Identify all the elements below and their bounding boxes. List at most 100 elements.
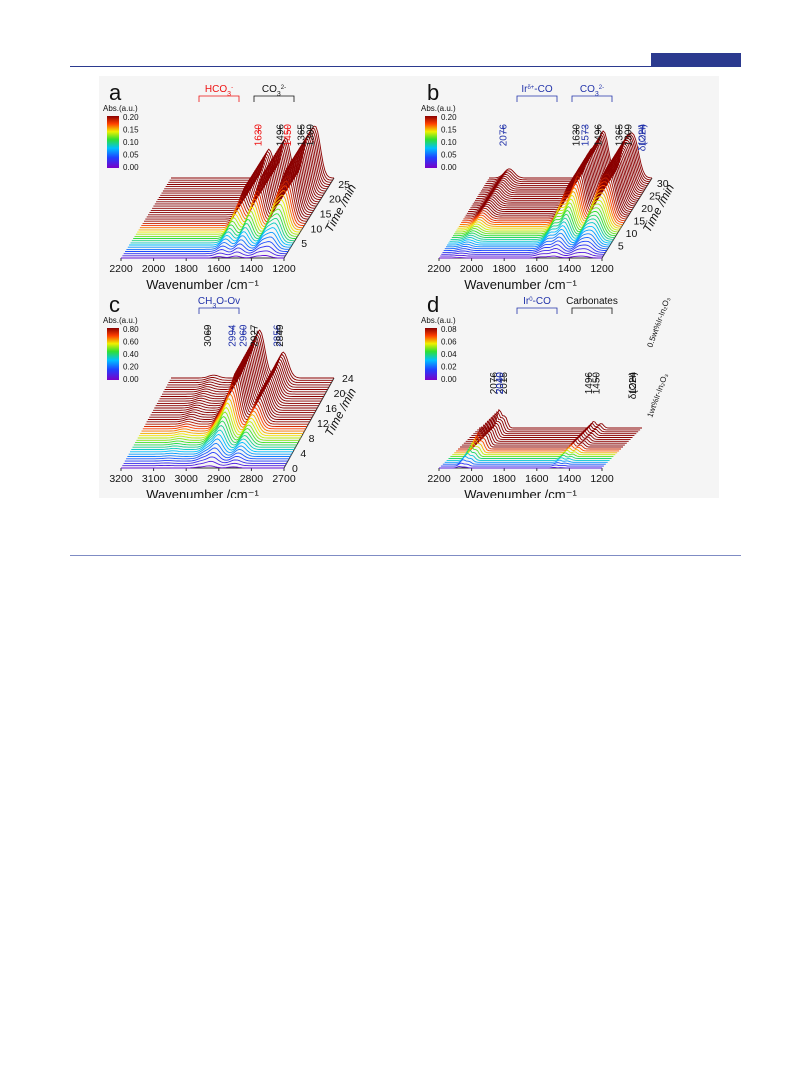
peak-label: 1309 <box>306 124 317 147</box>
spectrum-line <box>129 227 293 246</box>
peak-label: 1224 <box>638 124 649 147</box>
time-tick-label: 20 <box>329 194 341 206</box>
panel-letter-a: a <box>109 80 122 105</box>
peak-label: 1224 <box>628 372 639 395</box>
colorbar-tick: 0.00 <box>441 375 457 384</box>
spectrum-line <box>145 171 309 220</box>
spectrum-line <box>125 241 289 252</box>
spectrum-line <box>139 190 303 229</box>
time-tick-label: 16 <box>325 403 337 415</box>
colorbar-tick: 0.40 <box>123 350 139 359</box>
spectrum-line <box>442 459 606 465</box>
spectrum-line <box>447 228 611 246</box>
spectrum-line <box>479 408 642 429</box>
spectrum-line <box>133 213 297 239</box>
sample-label: 0.5wt%Ir-In₂O₃ <box>645 296 672 349</box>
group-label: Ir0-CO <box>523 296 551 307</box>
spectrum-line <box>141 185 305 227</box>
spectrum-line <box>130 222 294 244</box>
spectrum-line <box>122 460 286 467</box>
spectrum-line <box>439 466 602 469</box>
peak-label: 2994 <box>228 324 239 347</box>
x-tick-label: 1800 <box>175 263 199 275</box>
group-bracket <box>198 95 240 102</box>
spectra-stack <box>121 329 334 469</box>
group-label: CO32- <box>262 84 286 98</box>
time-tick-label: 10 <box>311 223 323 235</box>
x-tick-label: 1200 <box>590 263 614 275</box>
colorbar-tick: 0.00 <box>123 375 139 384</box>
colorbar-tick: 0.05 <box>441 151 457 160</box>
peak-label: 1630 <box>571 124 582 147</box>
spectrum-line <box>132 424 296 448</box>
spectrum-line <box>467 420 631 440</box>
spectrum-line <box>130 433 293 453</box>
spectrum-line <box>135 415 299 444</box>
group-label: CH3O-Ov <box>198 296 240 310</box>
spectrum-line <box>444 236 608 250</box>
panel-letter-c: c <box>109 292 120 317</box>
spectrum-line <box>460 428 623 448</box>
x-tick-label: 2200 <box>427 473 451 485</box>
spectrum-line <box>121 465 284 469</box>
spectrum-line <box>456 435 620 452</box>
spectrum-line <box>440 251 604 257</box>
spectrum-line <box>454 206 618 235</box>
x-axis-title: Wavenumber /cm⁻¹ <box>464 277 577 292</box>
spectrum-line <box>461 426 625 446</box>
spectrum-line <box>446 452 610 461</box>
time-tick-label: 0 <box>292 463 298 475</box>
spectrum-line <box>122 250 286 257</box>
time-tick-label: 8 <box>309 433 315 445</box>
peak-label: 2927 <box>249 324 260 347</box>
colorbar-tick: 0.15 <box>123 126 139 135</box>
time-tick-label: 20 <box>641 203 653 215</box>
x-tick-label: 2900 <box>207 473 231 485</box>
spectrum-line <box>463 175 627 220</box>
spectrum-line <box>465 167 629 216</box>
spectrum-line <box>124 451 288 462</box>
spectrum-line <box>441 247 605 255</box>
spectrum-line <box>128 438 292 455</box>
spectrum-line <box>440 462 604 467</box>
spectrum-line <box>138 402 302 437</box>
group-bracket <box>253 95 295 102</box>
spectrum-line <box>155 357 319 407</box>
sample-label: 1wt%Ir-In₂O₃ <box>645 372 669 419</box>
x-tick-label: 2700 <box>272 473 296 485</box>
peak-label: 1365 <box>615 124 626 147</box>
x-tick-label: 1600 <box>207 263 231 275</box>
peak-label: 1365 <box>297 124 308 147</box>
colorbar-tick: 0.80 <box>123 325 139 334</box>
x-axis-title: Wavenumber /cm⁻¹ <box>146 487 259 498</box>
spectrum-line <box>462 179 626 222</box>
x-tick-label: 1800 <box>493 263 517 275</box>
time-tick-label: 15 <box>633 216 645 228</box>
peak-label: 1496 <box>584 372 595 395</box>
spectrum-line <box>146 166 310 218</box>
spectrum-line <box>126 447 290 460</box>
spectrum-line <box>121 255 284 259</box>
spectrum-line <box>477 410 641 431</box>
spectrum-line <box>457 194 621 229</box>
spectrum-line <box>458 190 622 227</box>
spectrum-line <box>464 171 628 218</box>
spectrum-line <box>455 202 619 233</box>
panel-letter-d: d <box>427 292 439 317</box>
spectrum-line <box>439 255 602 259</box>
time-tick-label: 12 <box>317 418 329 430</box>
spectrum-line <box>138 194 302 231</box>
x-tick-label: 1600 <box>525 263 549 275</box>
peak-label: 3069 <box>203 324 214 347</box>
colorbar-tick: 0.20 <box>441 113 457 122</box>
spectrum-line <box>461 183 625 224</box>
time-tick-label: 5 <box>618 241 624 253</box>
colorbar-tick: 0.05 <box>123 151 139 160</box>
spectrum-line <box>134 208 298 237</box>
spectra-stack <box>121 125 335 259</box>
spectrum-line <box>458 431 621 450</box>
group-bracket <box>516 307 558 314</box>
spectrum-line <box>131 217 295 242</box>
panel-letter-b: b <box>427 80 439 105</box>
spectrum-line <box>449 221 613 242</box>
